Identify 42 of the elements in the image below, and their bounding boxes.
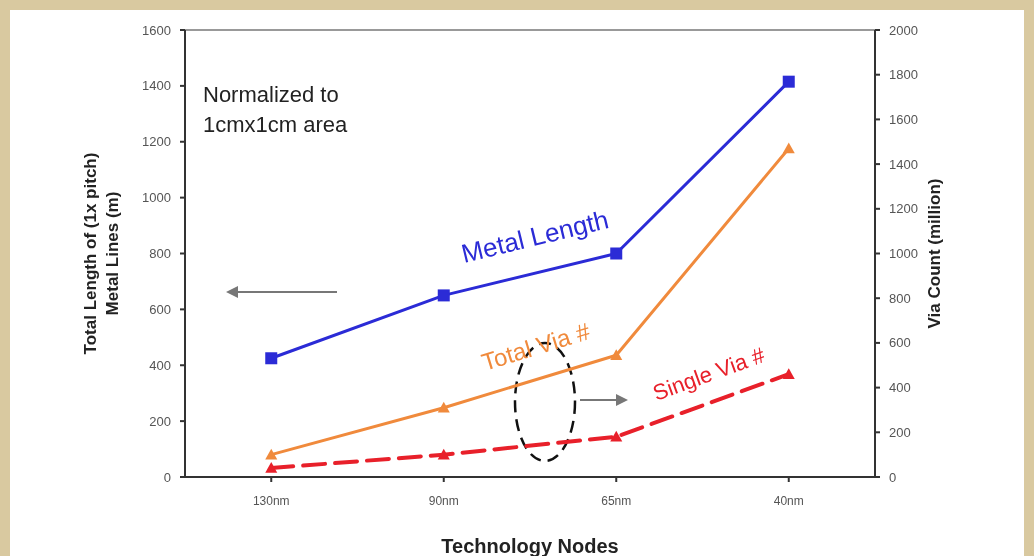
point [265,462,278,473]
y2-tick-label: 2000 [889,22,918,38]
y2-tick-label: 1600 [889,111,918,127]
x-tick-label: 40nm [773,494,804,508]
text: Total Via # [478,317,594,376]
text: Single Via # [649,342,769,406]
y-tick-label: 600 [149,301,171,317]
point [782,142,795,154]
x-tick-label: 65nm [601,494,632,508]
point [610,349,623,360]
annotation: Normalized to 1cmx1cm area [203,82,349,137]
point [437,401,450,413]
y-axis-title: Total Length of (1x pitch) Metal Lines (m) [81,152,122,355]
x-tick-label: 130nm [252,494,290,508]
y-tick-label: 800 [149,246,171,262]
y2-tick-label: 0 [889,469,897,485]
text: Metal Length [458,204,612,269]
y2-tick-label: 600 [889,335,911,351]
point [437,448,450,460]
point [437,289,450,302]
y-tick-label: 0 [163,469,171,485]
y2-tick-label: 1400 [889,156,918,172]
point [265,352,278,365]
y2-tick-label: 1200 [889,201,918,217]
y-tick-label: 400 [149,357,171,373]
y2-tick-label: 1800 [889,67,918,83]
y-tick-label: 200 [149,413,171,429]
point [265,448,278,460]
y2-axis-title: Via Count (million) [925,178,944,329]
y-tick-label: 1200 [142,134,171,150]
y2-tick-label: 200 [889,424,911,440]
y-tick-label: 1400 [142,78,171,94]
point [610,247,623,260]
y2-tick-label: 800 [889,290,911,306]
point [610,430,623,442]
y2-tick-label: 1000 [889,246,918,262]
point [782,368,795,379]
point [782,75,795,88]
y2-tick-label: 400 [889,380,911,396]
y-tick-label: 1600 [142,22,171,38]
y-tick-label: 1000 [142,190,171,206]
x-tick-label: 90nm [428,494,459,508]
